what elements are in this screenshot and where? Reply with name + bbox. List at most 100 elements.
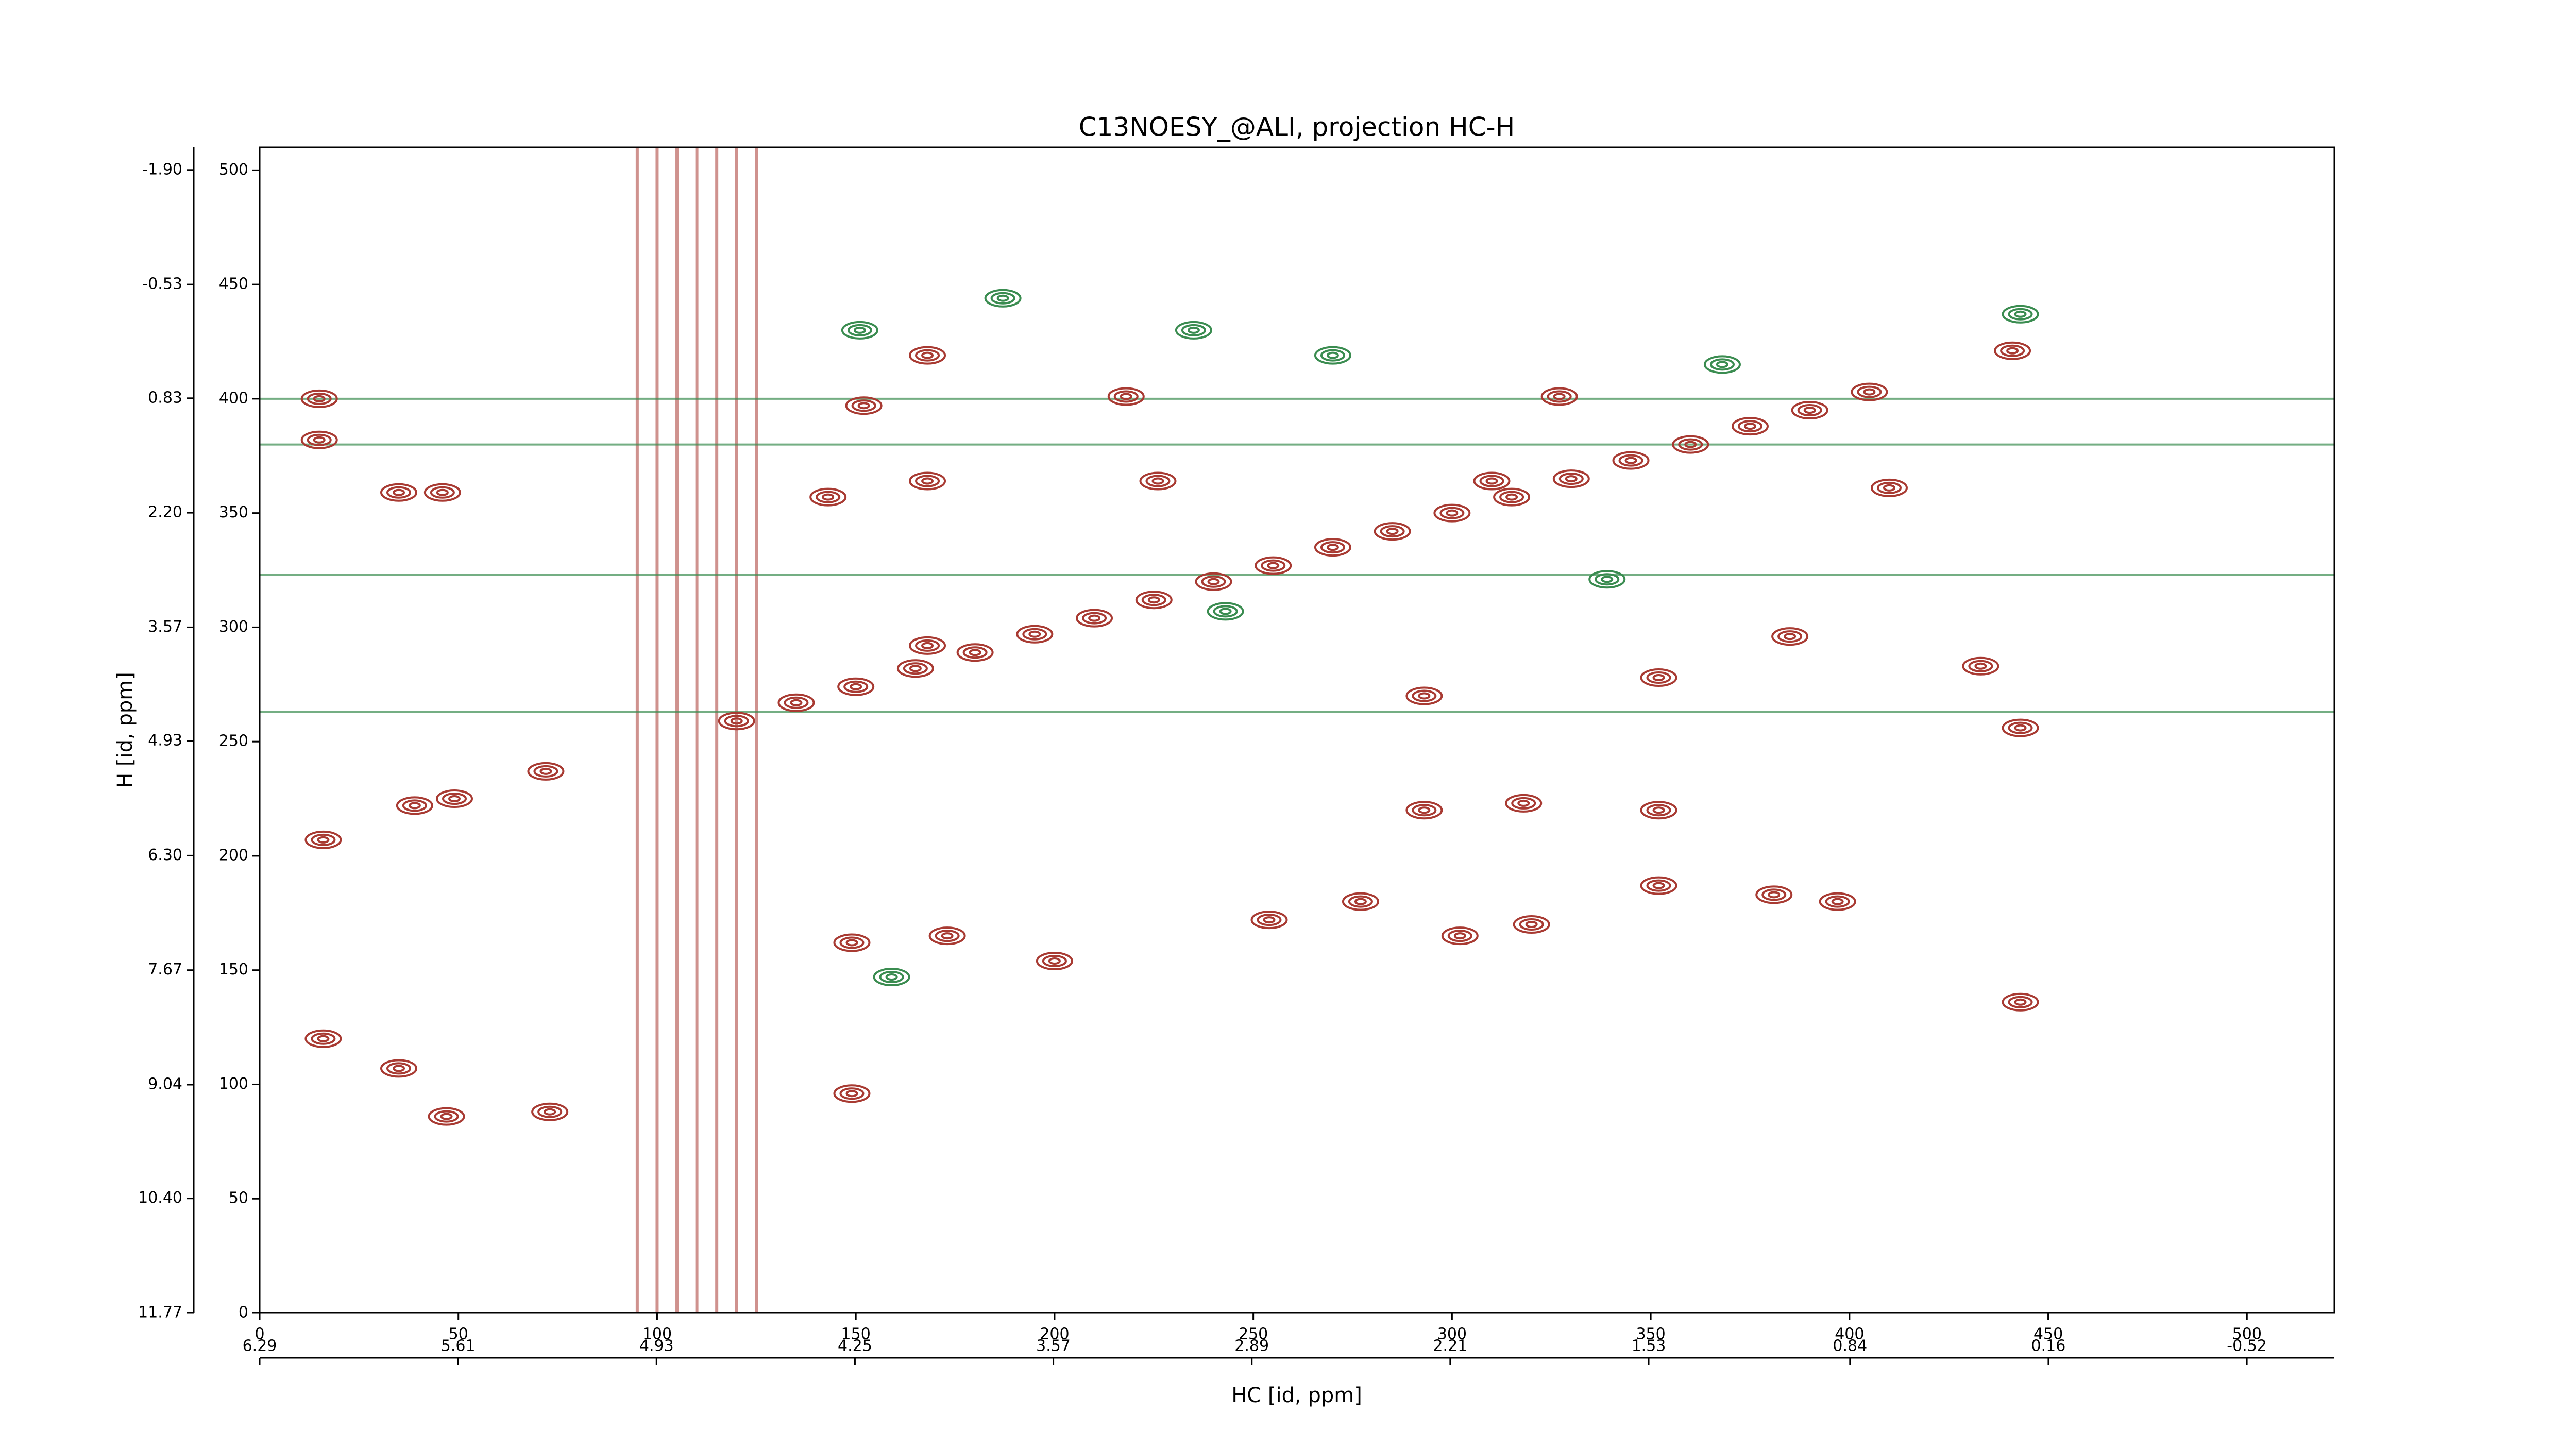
y2-tick-label: 3.57 bbox=[148, 618, 182, 636]
peak-contour bbox=[1036, 951, 1073, 970]
peak-contour bbox=[962, 646, 988, 659]
peak-contour bbox=[921, 642, 934, 649]
peak-contour bbox=[1147, 596, 1160, 604]
peak-contour bbox=[2014, 998, 2027, 1006]
peak-contour bbox=[1354, 898, 1367, 905]
peak-contour bbox=[1405, 686, 1443, 705]
peak-contour bbox=[718, 712, 755, 731]
x2-tick-label: 3.57 bbox=[1036, 1337, 1071, 1355]
peak-contour bbox=[1540, 387, 1578, 406]
peak-contour bbox=[996, 294, 1009, 302]
peak-contour bbox=[1135, 591, 1173, 610]
peak-contour bbox=[1601, 576, 1614, 583]
peak-contour bbox=[396, 796, 433, 815]
x-tick-label: 0 bbox=[255, 1325, 264, 1343]
peak-contour bbox=[1777, 630, 1803, 643]
peak-contour bbox=[2014, 724, 2027, 732]
x-tick-label: 200 bbox=[1040, 1325, 1069, 1343]
peak-contour bbox=[307, 433, 332, 446]
peak-contour bbox=[311, 833, 336, 846]
peak-contour bbox=[822, 493, 835, 501]
x-tick-label: 400 bbox=[1835, 1325, 1864, 1343]
peak-contour bbox=[841, 321, 878, 340]
peak-contour bbox=[1141, 594, 1166, 606]
peak-contour bbox=[436, 488, 449, 496]
peak-contour bbox=[428, 1107, 465, 1126]
peak-contour bbox=[845, 939, 858, 947]
peak-contour bbox=[380, 1059, 418, 1078]
peak-contour bbox=[956, 643, 994, 662]
y-tick-label: 400 bbox=[219, 389, 248, 407]
peak-contour bbox=[386, 486, 412, 499]
x-tick-label: 250 bbox=[1239, 1325, 1268, 1343]
peak-contour bbox=[847, 324, 872, 336]
peak-contour bbox=[1175, 321, 1212, 340]
x2-tick-label: 0.16 bbox=[2031, 1337, 2066, 1355]
peak-contour bbox=[1588, 570, 1626, 589]
y-axis-label: H [id, ppm] bbox=[113, 672, 137, 788]
x2-tick-label: 0.84 bbox=[1833, 1337, 1867, 1355]
peak-contour bbox=[1618, 454, 1643, 467]
peak-contour bbox=[1761, 888, 1787, 901]
peak-contour bbox=[853, 326, 866, 334]
peak-contour bbox=[1412, 689, 1437, 702]
peak-contour bbox=[2008, 308, 2033, 321]
peak-contour bbox=[527, 762, 565, 781]
peak-contour bbox=[909, 636, 946, 655]
peak-contour bbox=[839, 1087, 865, 1100]
y-tick-label: 0 bbox=[239, 1304, 248, 1322]
peak-contour bbox=[1819, 892, 1856, 911]
peak-contour bbox=[380, 483, 418, 502]
peak-contour bbox=[1517, 799, 1530, 807]
peak-contour bbox=[1207, 578, 1220, 585]
x-axis-label: HC [id, ppm] bbox=[1231, 1384, 1362, 1407]
peak-contour bbox=[544, 1108, 556, 1116]
peak-contour bbox=[1684, 441, 1697, 448]
peak-contour bbox=[1374, 522, 1411, 541]
peak-contour bbox=[1646, 879, 1671, 892]
peak-contour bbox=[436, 789, 473, 808]
peak-contour bbox=[1207, 602, 1244, 621]
y2-tick-label: 2.20 bbox=[148, 503, 182, 521]
plot-frame bbox=[259, 146, 2335, 1314]
peak-contour bbox=[1499, 491, 1524, 503]
peak-contour bbox=[1255, 556, 1292, 575]
peak-contour bbox=[531, 1102, 569, 1121]
peak-contour bbox=[1646, 804, 1671, 817]
peak-contour bbox=[809, 487, 847, 507]
peak-contour bbox=[833, 933, 871, 952]
peak-contour bbox=[935, 930, 960, 942]
x-tick-label: 450 bbox=[2033, 1325, 2063, 1343]
peak-contour bbox=[1201, 575, 1226, 588]
peak-contour bbox=[1320, 349, 1345, 362]
peak-contour bbox=[1640, 801, 1677, 820]
peak-contour bbox=[784, 696, 809, 709]
peak-contour bbox=[539, 767, 552, 775]
peak-contour bbox=[1831, 898, 1844, 905]
peak-contour bbox=[1519, 918, 1544, 931]
peak-contour bbox=[311, 1032, 336, 1045]
peak-contour bbox=[1994, 341, 2031, 360]
x2-tick-label: 2.21 bbox=[1433, 1337, 1467, 1355]
peak-contour bbox=[533, 765, 558, 778]
peak-contour bbox=[921, 477, 934, 485]
peak-contour bbox=[1791, 401, 1828, 420]
peak-contour bbox=[851, 399, 876, 412]
peak-contour bbox=[1803, 407, 1816, 414]
peak-contour bbox=[1709, 358, 1735, 371]
peak-contour bbox=[1870, 478, 1908, 497]
peak-contour bbox=[1348, 895, 1373, 908]
peak-contour bbox=[313, 436, 326, 444]
peak-contour bbox=[1107, 387, 1145, 406]
peak-contour bbox=[1768, 891, 1781, 899]
peak-contour bbox=[1737, 420, 1762, 433]
y-tick-label: 50 bbox=[229, 1189, 248, 1207]
peak-contour bbox=[896, 659, 934, 678]
peak-contour bbox=[1672, 435, 1709, 454]
peak-contour bbox=[839, 936, 865, 949]
peak-contour bbox=[434, 1110, 459, 1123]
peak-contour bbox=[393, 488, 405, 496]
peak-contour bbox=[837, 677, 875, 696]
peak-contour bbox=[1652, 673, 1665, 681]
y-tick-label: 300 bbox=[219, 618, 248, 636]
